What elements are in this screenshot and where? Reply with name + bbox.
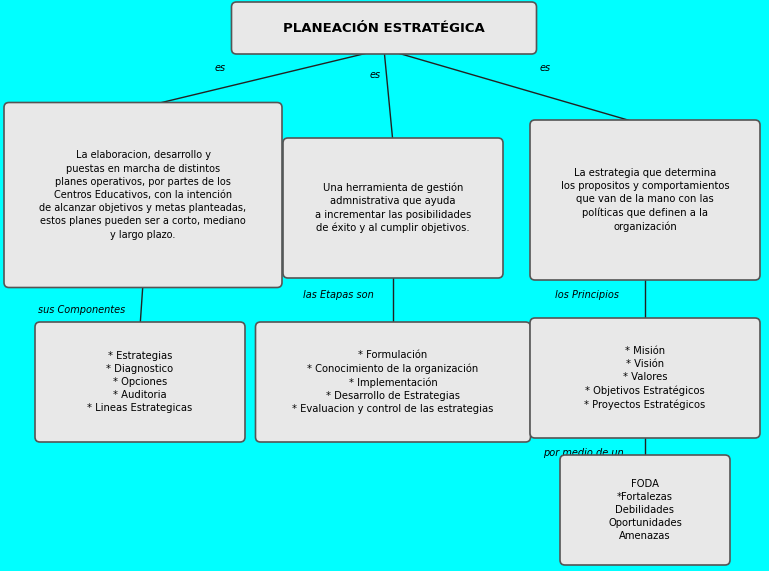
FancyBboxPatch shape <box>255 322 531 442</box>
Text: por medio de un: por medio de un <box>543 448 624 458</box>
Text: PLANEACIÓN ESTRATÉGICA: PLANEACIÓN ESTRATÉGICA <box>283 22 485 34</box>
Text: las Etapas son: las Etapas son <box>303 290 374 300</box>
Text: sus Componentes: sus Componentes <box>38 305 125 315</box>
FancyBboxPatch shape <box>4 103 282 288</box>
Text: es: es <box>369 70 381 80</box>
Text: La elaboracion, desarrollo y
puestas en marcha de distintos
planes operativos, p: La elaboracion, desarrollo y puestas en … <box>39 150 247 240</box>
FancyBboxPatch shape <box>530 120 760 280</box>
Text: es: es <box>215 63 225 73</box>
FancyBboxPatch shape <box>530 318 760 438</box>
Text: FODA
*Fortalezas
Debilidades
Oportunidades
Amenazas: FODA *Fortalezas Debilidades Oportunidad… <box>608 478 682 541</box>
FancyBboxPatch shape <box>35 322 245 442</box>
FancyBboxPatch shape <box>231 2 537 54</box>
FancyBboxPatch shape <box>560 455 730 565</box>
FancyBboxPatch shape <box>283 138 503 278</box>
Text: Una herramienta de gestión
admnistrativa que ayuda
a incrementar las posibilidad: Una herramienta de gestión admnistrativa… <box>315 183 471 234</box>
Text: los Principios: los Principios <box>555 290 619 300</box>
Text: * Formulación
* Conocimiento de la organización
* Implementación
* Desarrollo de: * Formulación * Conocimiento de la organ… <box>292 350 494 414</box>
Text: La estrategia que determina
los propositos y comportamientos
que van de la mano : La estrategia que determina los proposit… <box>561 168 729 232</box>
Text: * Estrategias
* Diagnostico
* Opciones
* Auditoria
* Lineas Estrategicas: * Estrategias * Diagnostico * Opciones *… <box>88 351 192 413</box>
Text: es: es <box>539 63 551 73</box>
Text: * Misión
* Visión
* Valores
* Objetivos Estratégicos
* Proyectos Estratégicos: * Misión * Visión * Valores * Objetivos … <box>584 346 706 410</box>
